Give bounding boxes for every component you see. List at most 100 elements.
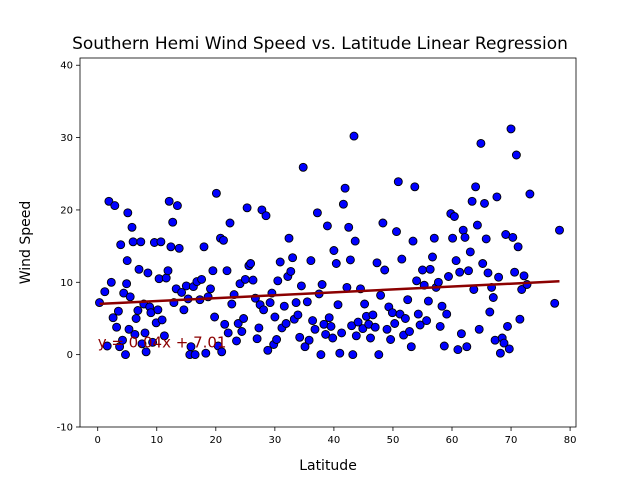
regression-group: y = 0.04x + 7.01 <box>98 280 560 351</box>
data-point <box>423 296 433 306</box>
data-point <box>390 319 400 328</box>
data-point <box>291 298 301 308</box>
data-point <box>465 247 475 257</box>
data-point <box>485 307 495 317</box>
data-point <box>370 322 380 332</box>
x-axis: 0 10 20 30 40 50 60 70 80 <box>95 427 576 446</box>
data-point <box>492 192 502 202</box>
data-point <box>406 342 416 352</box>
data-point <box>281 319 291 328</box>
data-point <box>237 327 247 336</box>
data-point <box>270 312 280 322</box>
data-point <box>378 218 388 228</box>
data-point <box>345 255 355 265</box>
data-point <box>460 232 470 242</box>
data-point <box>112 322 122 332</box>
data-point <box>122 256 132 266</box>
data-point <box>284 233 294 243</box>
data-point <box>474 324 484 334</box>
data-point <box>435 321 445 331</box>
data-point <box>296 281 306 291</box>
data-point <box>344 222 354 232</box>
data-point <box>408 236 418 246</box>
data-point <box>302 297 312 307</box>
data-point <box>106 277 116 287</box>
data-point <box>380 265 390 275</box>
data-point <box>130 329 140 339</box>
data-point <box>141 347 151 357</box>
data-point <box>293 310 303 320</box>
data-point <box>337 328 347 338</box>
data-point <box>488 293 498 302</box>
data-point <box>472 220 482 230</box>
data-point <box>506 124 516 134</box>
data-point <box>131 314 141 323</box>
regression-line <box>99 280 560 306</box>
data-point <box>412 276 422 286</box>
data-point <box>437 301 447 311</box>
data-point <box>456 329 466 339</box>
y-tick-label: 20 <box>60 205 73 216</box>
data-point <box>494 272 504 282</box>
data-point <box>387 308 397 318</box>
data-point <box>172 201 182 211</box>
data-point <box>333 300 343 310</box>
data-point <box>254 323 264 333</box>
data-point <box>159 331 169 341</box>
data-point <box>265 298 275 308</box>
data-point <box>503 321 512 331</box>
data-point <box>418 265 427 275</box>
data-point <box>272 335 282 344</box>
data-point <box>164 196 174 206</box>
x-tick-label: 20 <box>209 435 222 446</box>
data-point <box>199 242 209 252</box>
data-point <box>133 306 143 315</box>
data-point <box>448 233 458 243</box>
data-point <box>467 196 477 206</box>
y-tick-label: 30 <box>60 133 73 144</box>
data-point <box>458 225 468 235</box>
data-point <box>108 313 118 323</box>
data-point <box>100 287 110 297</box>
chart-title: Southern Hemi Wind Speed vs. Latitude Li… <box>72 34 568 54</box>
x-tick-label: 10 <box>150 435 163 446</box>
y-axis-label: Wind Speed <box>18 201 34 285</box>
data-point <box>174 243 184 253</box>
data-point <box>510 267 520 277</box>
data-point <box>113 306 123 316</box>
data-point <box>166 242 176 252</box>
data-point <box>425 264 435 274</box>
data-point <box>360 299 370 309</box>
data-point <box>453 345 463 355</box>
data-point <box>366 333 375 343</box>
data-point <box>306 256 316 266</box>
data-point <box>329 246 339 255</box>
data-point <box>279 301 289 311</box>
data-point <box>478 259 488 268</box>
data-point <box>410 182 420 192</box>
data-point <box>261 211 271 221</box>
data-point <box>480 198 489 208</box>
data-point <box>397 254 407 264</box>
data-point <box>211 188 221 198</box>
data-point <box>197 274 207 284</box>
data-point <box>143 268 153 278</box>
data-point <box>462 342 472 352</box>
data-point <box>428 252 437 262</box>
data-point <box>382 324 392 334</box>
data-point <box>288 253 298 263</box>
y-axis: -10 0 10 20 30 40 <box>57 61 80 434</box>
data-point <box>161 273 171 283</box>
data-point <box>163 266 173 276</box>
data-point <box>242 203 252 213</box>
data-point <box>405 327 414 336</box>
data-point <box>348 350 358 360</box>
data-point <box>495 348 505 358</box>
x-tick-label: 60 <box>446 435 459 446</box>
y-tick-label: 0 <box>67 350 73 361</box>
data-point <box>157 315 167 325</box>
data-point <box>124 324 134 334</box>
data-point <box>134 264 144 274</box>
data-point <box>519 271 529 281</box>
data-point <box>413 309 423 319</box>
